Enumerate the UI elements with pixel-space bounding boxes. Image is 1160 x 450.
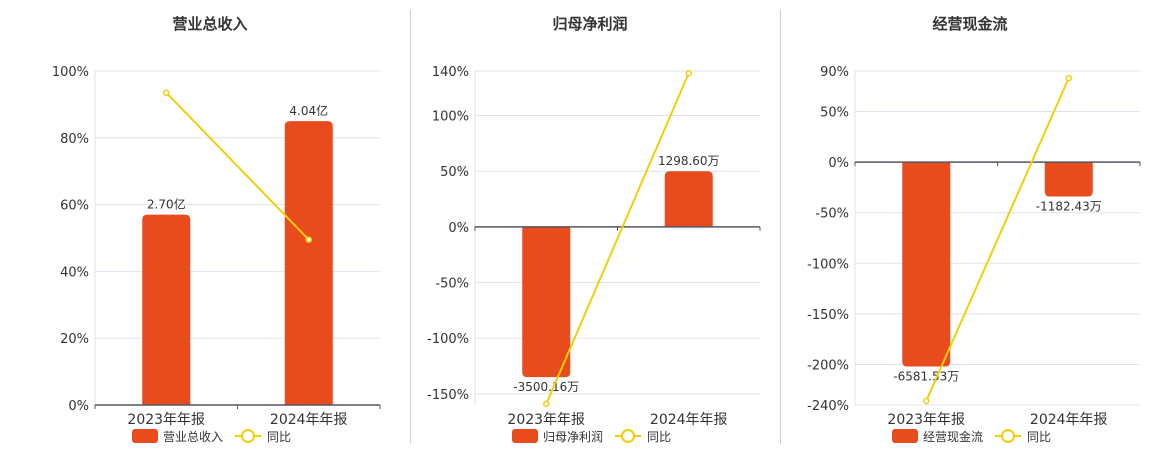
bar <box>1044 162 1093 197</box>
y-tick-label: 60% <box>60 199 89 214</box>
bar-data-label: 4.04亿 <box>289 103 328 118</box>
yoy-point <box>685 69 692 77</box>
y-tick-label: -240% <box>807 399 849 414</box>
chart-title: 经营现金流 <box>932 15 1007 33</box>
y-tick-label: 100% <box>52 65 89 80</box>
bar <box>664 171 713 227</box>
y-tick-label: 90% <box>820 65 849 80</box>
x-tick-label: 2024年年报 <box>650 412 728 428</box>
legend-bar-swatch <box>512 429 538 443</box>
y-tick-label: 0% <box>448 221 469 236</box>
bar-data-label: 1298.60万 <box>658 154 720 168</box>
cash-flow-chart-svg: 经营现金流 -240% -200% -150% -100% -50% 0% 50% 90% -65… <box>807 15 1141 444</box>
chart-panel-cash-flow: 经营现金流 -240% -200% -150% -100% -50% 0% 50% 90% -65… <box>780 0 1150 450</box>
chart-title: 归母净利润 <box>552 15 627 33</box>
x-tick-label: 2024年年报 <box>270 412 348 428</box>
y-tick-label: -50% <box>815 207 849 222</box>
net-profit-chart-svg: 归母净利润 -150% -100% -50% 0% 50% 100% 140% -3500.16… <box>427 15 761 444</box>
y-tick-label: 40% <box>60 265 89 280</box>
yoy-line <box>165 92 310 241</box>
legend-line-label: 同比 <box>267 430 291 444</box>
yoy-point <box>163 89 170 96</box>
y-tick-label: -100% <box>807 257 849 272</box>
y-tick-label: 140% <box>432 65 469 80</box>
legend-line-label: 同比 <box>647 430 671 444</box>
bar-data-label: 2.70亿 <box>147 197 186 212</box>
panel-divider <box>410 10 411 444</box>
legend-line-marker <box>241 429 255 443</box>
y-tick-label: 80% <box>60 132 89 147</box>
bar <box>902 162 951 367</box>
bar-data-label: -6581.53万 <box>893 370 959 384</box>
x-tick-label: 2023年年报 <box>507 412 585 428</box>
y-tick-label: 20% <box>60 332 89 347</box>
bar-data-label: -3500.16万 <box>513 380 579 394</box>
yoy-line <box>545 72 690 405</box>
bar <box>522 226 571 378</box>
bar <box>142 214 191 405</box>
legend-line-marker <box>1001 429 1015 443</box>
yoy-point <box>1065 74 1072 82</box>
legend-line-label: 同比 <box>1027 430 1051 444</box>
legend-bar-swatch <box>132 429 158 443</box>
bar-data-label: -1182.43万 <box>1036 200 1102 214</box>
x-tick-label: 2023年年报 <box>887 412 965 428</box>
legend-bar-label: 归母净利润 <box>543 430 603 444</box>
chart-title: 营业总收入 <box>172 15 247 33</box>
revenue-chart-svg: 营业总收入 0% 20% 40% 60% 80% 100% 2.70亿 4.04亿 2023年年报… <box>52 15 381 444</box>
y-tick-label: 100% <box>432 110 469 125</box>
y-tick-label: -200% <box>807 359 849 374</box>
x-tick-label: 2023年年报 <box>127 412 205 428</box>
x-tick-label: 2024年年报 <box>1030 412 1108 428</box>
legend-bar-label: 营业总收入 <box>163 430 223 444</box>
legend-bar-swatch <box>892 429 918 443</box>
legend-line-marker <box>621 429 635 443</box>
bar <box>284 121 333 405</box>
legend-bar-label: 经营现金流 <box>923 429 983 444</box>
panel-divider <box>780 10 781 444</box>
y-tick-label: -150% <box>807 308 849 323</box>
y-tick-label: -50% <box>435 277 469 292</box>
y-tick-label: -100% <box>427 332 469 347</box>
chart-panel-revenue: 营业总收入 0% 20% 40% 60% 80% 100% 2.70亿 4.04亿 2023年年报… <box>20 0 390 450</box>
y-tick-label: 50% <box>820 105 849 120</box>
y-tick-label: 0% <box>68 399 89 414</box>
yoy-point <box>543 400 550 408</box>
y-tick-label: -150% <box>427 388 469 403</box>
yoy-line <box>925 77 1070 402</box>
yoy-point <box>923 397 930 405</box>
yoy-point <box>305 236 312 243</box>
chart-panel-net-profit: 归母净利润 -150% -100% -50% 0% 50% 100% 140% -3500.16… <box>400 0 770 450</box>
y-tick-label: 50% <box>440 165 469 180</box>
y-tick-label: 0% <box>828 156 849 171</box>
